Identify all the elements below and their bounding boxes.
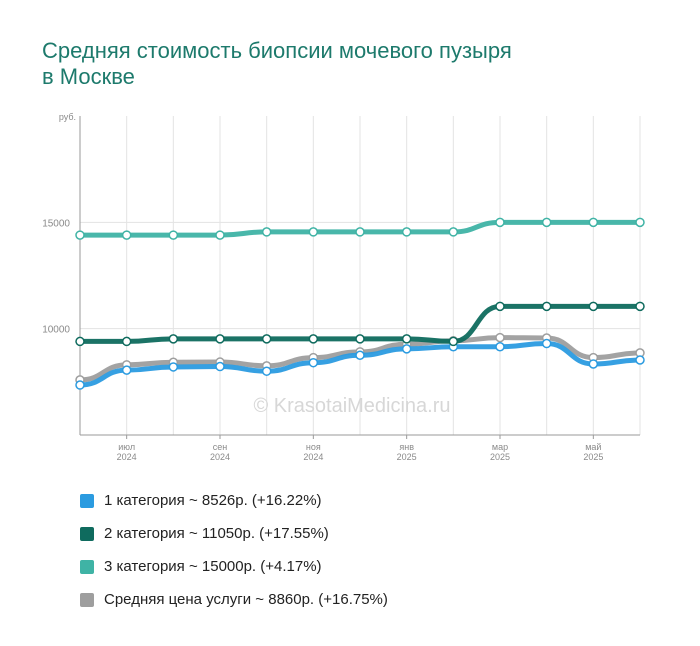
y-tick-label: 15000 [42,218,70,229]
line-chart: 1000015000руб.июл2024сен2024ноя2024янв20… [42,112,645,462]
data-point [75,336,85,347]
data-point [308,334,319,344]
chart-title-line-1: Средняя стоимость биопсии мочевого пузыр… [42,38,512,63]
data-point [495,332,505,343]
legend-label: 2 категория ~ 11050р. (+17.55%) [104,525,329,542]
x-tick-label: июл [118,442,135,452]
legend-swatch-category-3 [80,559,94,574]
x-tick-label: ноя [306,442,321,452]
data-point [355,350,365,360]
data-point [168,230,179,240]
legend-item-category-2[interactable]: 2 категория ~ 11050р. (+17.55%) [80,517,388,550]
legend-label: Средняя цена услуги ~ 8860р. (+16.75%) [104,591,388,608]
data-point [448,227,459,237]
data-point [495,301,505,312]
watermark: © KrasotaiMedicina.ru [253,395,450,417]
legend-label: 1 категория ~ 8526р. (+16.22%) [104,492,322,509]
legend-item-category-3[interactable]: 3 категория ~ 15000р. (+4.17%) [80,550,388,583]
data-point [588,217,599,228]
data-point [261,366,272,376]
x-tick-label: сен [213,442,228,452]
data-point [635,301,645,312]
data-point [448,336,459,347]
data-point [121,365,132,375]
data-point [261,227,272,237]
data-point [75,230,85,240]
data-point [121,336,132,347]
legend: 1 категория ~ 8526р. (+16.22%) 2 категор… [80,484,388,616]
data-point [588,301,599,312]
data-point [308,357,319,368]
legend-item-average[interactable]: Средняя цена услуги ~ 8860р. (+16.75%) [80,583,388,616]
data-point [635,355,645,365]
legend-item-category-1[interactable]: 1 категория ~ 8526р. (+16.22%) [80,484,388,517]
x-tick-label: 2025 [490,452,510,462]
data-point [541,217,552,228]
x-tick-label: янв [399,442,414,452]
data-point [635,217,645,228]
data-point [495,341,505,352]
x-tick-label: 2024 [117,452,137,462]
data-point [541,338,552,349]
data-point [75,380,85,390]
x-tick-label: 2025 [397,452,417,462]
data-point [215,230,225,240]
data-point [588,359,599,369]
legend-label: 3 категория ~ 15000р. (+4.17%) [104,558,322,575]
x-tick-label: 2024 [210,452,230,462]
y-axis-unit-label: руб. [59,112,76,122]
data-point [355,227,365,237]
data-point [541,301,552,312]
data-point [121,230,132,240]
legend-swatch-average [80,592,94,607]
x-tick-label: май [585,442,601,452]
y-tick-label: 10000 [42,325,70,336]
data-point [168,334,179,344]
chart-title: Средняя стоимость биопсии мочевого пузыр… [42,38,642,90]
data-point [308,227,319,237]
x-tick-label: мар [492,442,508,452]
data-point [355,334,365,344]
data-point [215,361,225,372]
data-point [168,362,179,372]
data-point [261,334,272,344]
data-point [401,227,412,237]
data-point [401,334,412,344]
data-point [495,217,505,228]
series-4 [75,217,645,240]
data-point [215,334,225,344]
series-3 [75,301,645,347]
chart-title-line-2: в Москве [42,64,135,89]
x-tick-label: 2025 [583,452,603,462]
legend-swatch-category-1 [80,493,94,508]
data-point [401,344,412,354]
legend-swatch-category-2 [80,526,94,541]
x-tick-label: 2024 [303,452,323,462]
